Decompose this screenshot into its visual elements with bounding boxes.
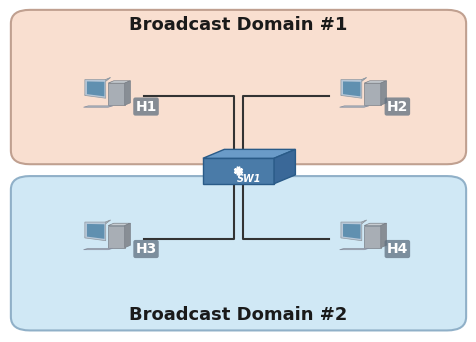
Text: H3: H3 bbox=[135, 242, 156, 256]
Polygon shape bbox=[87, 224, 104, 239]
Polygon shape bbox=[85, 220, 110, 237]
Polygon shape bbox=[363, 83, 380, 105]
Polygon shape bbox=[340, 80, 361, 98]
Polygon shape bbox=[85, 220, 110, 238]
Polygon shape bbox=[202, 149, 295, 158]
FancyBboxPatch shape bbox=[11, 176, 465, 330]
Text: Broadcast Domain #1: Broadcast Domain #1 bbox=[129, 16, 347, 34]
Polygon shape bbox=[85, 80, 106, 98]
Polygon shape bbox=[274, 149, 295, 184]
Polygon shape bbox=[108, 81, 130, 83]
Polygon shape bbox=[363, 81, 386, 83]
Polygon shape bbox=[380, 223, 386, 248]
Text: Broadcast Domain #2: Broadcast Domain #2 bbox=[129, 306, 347, 324]
Polygon shape bbox=[85, 222, 106, 241]
Polygon shape bbox=[340, 220, 366, 238]
Polygon shape bbox=[87, 81, 104, 96]
Polygon shape bbox=[108, 223, 130, 226]
Polygon shape bbox=[342, 81, 360, 96]
Polygon shape bbox=[380, 81, 386, 105]
Polygon shape bbox=[124, 81, 130, 105]
Polygon shape bbox=[85, 78, 110, 94]
Polygon shape bbox=[340, 222, 361, 241]
Polygon shape bbox=[339, 248, 368, 250]
Polygon shape bbox=[340, 220, 366, 237]
Polygon shape bbox=[363, 226, 380, 248]
Text: SW1: SW1 bbox=[237, 174, 261, 184]
Polygon shape bbox=[83, 106, 113, 107]
Text: H1: H1 bbox=[135, 100, 157, 114]
Polygon shape bbox=[83, 248, 113, 250]
Polygon shape bbox=[202, 158, 274, 184]
Polygon shape bbox=[108, 226, 124, 248]
Polygon shape bbox=[124, 223, 130, 248]
Text: H4: H4 bbox=[386, 242, 407, 256]
Polygon shape bbox=[342, 224, 360, 239]
Polygon shape bbox=[340, 78, 366, 95]
Polygon shape bbox=[85, 78, 110, 95]
Polygon shape bbox=[108, 83, 124, 105]
Polygon shape bbox=[339, 106, 368, 107]
FancyBboxPatch shape bbox=[11, 10, 465, 164]
Polygon shape bbox=[363, 223, 386, 226]
Text: H2: H2 bbox=[386, 100, 407, 114]
Polygon shape bbox=[340, 78, 366, 94]
